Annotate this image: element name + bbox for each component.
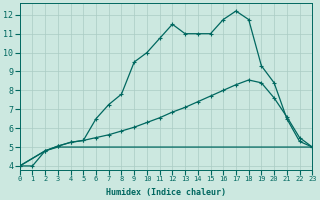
X-axis label: Humidex (Indice chaleur): Humidex (Indice chaleur) <box>106 188 226 197</box>
